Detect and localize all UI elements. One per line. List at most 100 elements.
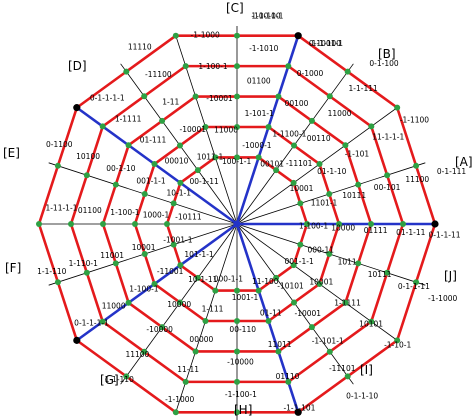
vertex-label: 10-1-11: [188, 275, 217, 284]
region-label-a: [A]: [455, 155, 473, 169]
vertex-label: 000-1-1: [214, 274, 243, 283]
vertex-label: -11100: [145, 70, 172, 79]
vertex-dot: [326, 250, 333, 257]
vertex-dot: [234, 93, 240, 100]
vertex-dot: [112, 181, 119, 188]
vertex-label: 10001: [290, 184, 314, 193]
vertex-label: 01-11: [260, 309, 282, 318]
vertex-label: 11-11: [177, 365, 199, 374]
vertex-label: 10101: [359, 320, 383, 329]
vertex-label: -11101: [286, 159, 313, 168]
vertex-dot: [192, 348, 199, 355]
vertex-label: 10111: [368, 270, 392, 279]
vertex-dot: [275, 348, 282, 355]
vertex-dot: [342, 299, 349, 306]
vertex-label: -100-1-1: [251, 12, 283, 21]
vertex-dot: [400, 221, 406, 227]
vertex-label: -1-1-101: [283, 403, 315, 412]
vertex-dot: [273, 167, 280, 174]
vertex-label: 10111: [342, 191, 366, 200]
vertex-label: 1-11-1-1: [45, 204, 77, 213]
vertex-dot: [255, 154, 262, 161]
vertex-dot: [212, 154, 219, 161]
vertex-label: 10001: [132, 243, 156, 252]
vertex-dot: [394, 104, 401, 111]
vertex-dot: [212, 287, 219, 294]
vertex-dot: [368, 318, 375, 325]
vertex-dot: [83, 172, 90, 179]
vertex-label: -1-101-1: [312, 337, 344, 346]
vertex-label: 11100: [405, 175, 429, 184]
vertex-label: 10001: [309, 278, 333, 287]
vertex-label: 1011-1: [197, 153, 224, 162]
vertex-label: 1-11: [162, 97, 179, 106]
vertex-label: 0-1-111: [437, 167, 466, 176]
vertex-label: -10001: [294, 309, 321, 318]
region-label-j: [J]: [444, 269, 457, 283]
corner-dot: [294, 32, 302, 40]
vertex-label: -1001-1: [163, 235, 192, 244]
vertex-dot: [194, 167, 201, 174]
vertex-dot: [384, 269, 391, 276]
vertex-dot: [394, 337, 401, 344]
vertex-label: 01-111: [140, 135, 167, 144]
vertex-dot: [112, 260, 119, 267]
vertex-dot: [344, 373, 351, 380]
vertex-dot: [255, 287, 262, 294]
vertex-dot: [297, 200, 304, 207]
region-label-i: [I]: [360, 363, 373, 377]
vertex-dot: [234, 123, 240, 130]
vertex-label: 1101-1: [311, 199, 338, 208]
vertex-label: -1-10-1: [384, 340, 411, 349]
vertex-dot: [172, 32, 179, 39]
vertex-label: 11000: [102, 302, 126, 311]
vertex-label: -1-100-1: [225, 390, 257, 399]
vertex-label: 1-100-1: [129, 284, 158, 293]
vertex-dot: [234, 154, 240, 161]
vertex-label: 11000: [214, 125, 238, 134]
vertex-label: 00101: [260, 160, 284, 169]
vertex-label: 00110: [307, 134, 331, 143]
vertex-dot: [194, 274, 201, 281]
vertex-label: -11001: [157, 267, 184, 276]
vertex-dot: [316, 161, 323, 168]
vertex-label: 00-1-10: [106, 164, 135, 173]
vertex-label: 101-1-1: [184, 250, 213, 259]
corner-dot: [431, 220, 439, 228]
vertex-label: 0-1-1-1-1: [90, 94, 125, 103]
vertex-label: 10100: [76, 152, 100, 161]
vertex-label: 1-1111: [334, 299, 361, 308]
corner-dot: [73, 104, 81, 112]
vertex-label: 00-110: [229, 325, 256, 334]
corner-dot: [73, 336, 81, 344]
vertex-dot: [336, 221, 342, 227]
vertex-dot: [182, 378, 189, 385]
vertex-dot: [297, 241, 304, 248]
vertex-label: 01110: [276, 372, 300, 381]
vertex-dot: [234, 318, 240, 325]
vertex-dot: [234, 32, 240, 39]
vertex-label: 0-1-1-10: [346, 392, 378, 401]
vertex-label: -1-1000: [428, 294, 457, 303]
vertex-dot: [141, 348, 148, 355]
vertex-dot: [326, 93, 333, 100]
vertex-dot: [36, 221, 42, 227]
vertex-label: -1-1-100: [309, 39, 341, 48]
region-label-b: [B]: [378, 47, 396, 61]
vertex-dot: [141, 250, 148, 257]
vertex-label: 1-1111: [115, 114, 142, 123]
vertex-dot: [68, 221, 74, 227]
vertex-dot: [265, 318, 272, 325]
vertex-labels: 1-1-100 -1-1-100 0-1-100 -1-1100 0-1-111 0-1-…: [37, 12, 466, 413]
vertex-dot: [151, 161, 158, 168]
center-hub: [233, 220, 241, 228]
vertex-dot: [355, 181, 362, 188]
vertex-label: -10000: [227, 358, 254, 367]
vertex-dot: [54, 162, 61, 169]
vertex-label: 01-1-11: [396, 228, 425, 237]
vertex-label: 01-1-10: [317, 167, 346, 176]
vertex-label: 0-1-1-11: [398, 282, 430, 291]
vertex-dot: [151, 280, 158, 287]
vertex-dot: [99, 318, 106, 325]
vertex-dot: [172, 409, 179, 416]
